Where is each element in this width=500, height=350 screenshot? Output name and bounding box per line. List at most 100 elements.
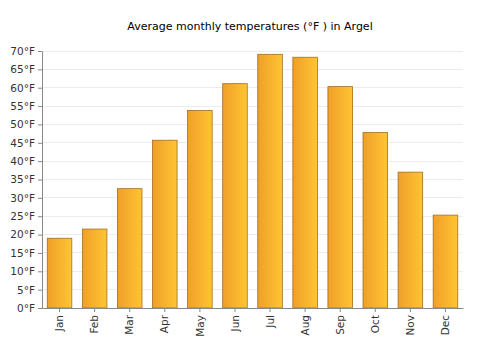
x-tick-label: May — [194, 315, 206, 337]
y-axis: 0°F 5°F 10°F 15°F 20°F 25°F 30°F 35°F 40°F 45°F 50… — [10, 45, 42, 314]
x-tick-label: Nov — [404, 315, 416, 336]
x-tick: Jul — [264, 308, 276, 329]
x-tick-label: Jul — [264, 315, 276, 329]
x-tick-label: Mar — [123, 314, 135, 334]
y-tick: 0°F — [17, 302, 42, 314]
y-tick: 10°F — [10, 265, 42, 277]
y-tick-label: 45°F — [10, 137, 35, 149]
grid-line — [42, 124, 463, 125]
y-tick-mark — [38, 69, 42, 70]
grid-line — [42, 142, 463, 143]
y-tick: 25°F — [10, 210, 42, 222]
x-tick-label: Dec — [439, 315, 451, 336]
bar — [223, 84, 248, 308]
y-tick-label: 10°F — [10, 265, 35, 277]
x-tick-label: Jan — [53, 315, 65, 332]
y-tick-mark — [38, 124, 42, 125]
bar — [328, 87, 353, 308]
y-tick-mark — [38, 88, 42, 89]
y-tick: 65°F — [10, 63, 42, 75]
y-tick: 5°F — [17, 284, 42, 296]
y-tick-mark — [38, 198, 42, 199]
y-axis-line — [42, 52, 43, 309]
y-tick: 60°F — [10, 82, 42, 94]
y-tick-mark — [38, 271, 42, 272]
y-tick: 55°F — [10, 100, 42, 112]
plot-area: 0°F 5°F 10°F 15°F 20°F 25°F 30°F 35°F 40°F 45°F 50… — [10, 45, 463, 337]
x-tick-mark — [129, 308, 130, 312]
x-tick-mark — [234, 308, 235, 312]
y-tick-label: 65°F — [10, 63, 35, 75]
y-tick-label: 55°F — [10, 100, 35, 112]
bar — [82, 229, 107, 308]
x-tick-mark — [340, 308, 341, 312]
x-tick-label: Aug — [299, 315, 311, 336]
grid-line — [42, 69, 463, 70]
x-tick: Sep — [334, 308, 346, 335]
y-tick: 40°F — [10, 155, 42, 167]
bar — [433, 215, 458, 308]
y-tick-mark — [38, 180, 42, 181]
x-tick-mark — [375, 308, 376, 312]
y-tick-label: 25°F — [10, 210, 35, 222]
x-tick: Dec — [439, 308, 451, 335]
y-tick-mark — [38, 235, 42, 236]
y-tick: 45°F — [10, 137, 42, 149]
x-tick: Apr — [158, 308, 170, 333]
bar — [117, 189, 142, 308]
x-tick: Nov — [404, 308, 416, 336]
y-tick-label: 20°F — [10, 228, 35, 240]
bar — [398, 172, 423, 308]
y-tick-mark — [38, 216, 42, 217]
y-tick-label: 15°F — [10, 247, 35, 259]
chart: Average monthly temperatures (°F ) in Ar… — [0, 0, 500, 350]
x-tick: Jun — [229, 308, 241, 332]
x-tick-mark — [305, 308, 306, 312]
y-tick: 30°F — [10, 192, 42, 204]
y-tick: 70°F — [10, 45, 42, 57]
x-tick-label: Sep — [334, 315, 346, 335]
y-tick-mark — [38, 106, 42, 107]
y-tick-label: 50°F — [10, 118, 35, 130]
y-tick-label: 70°F — [10, 45, 35, 57]
grid-line — [42, 87, 463, 88]
x-tick-mark — [59, 308, 60, 312]
y-tick-mark — [38, 51, 42, 52]
y-tick-label: 35°F — [10, 173, 35, 185]
chart-title: Average monthly temperatures (°F ) in Ar… — [127, 20, 372, 33]
x-tick-mark — [270, 308, 271, 312]
y-tick-mark — [38, 161, 42, 162]
grid-line — [42, 161, 463, 162]
y-tick: 35°F — [10, 173, 42, 185]
bar — [258, 54, 283, 308]
y-tick-label: 5°F — [17, 284, 35, 296]
x-tick: Mar — [123, 308, 135, 335]
x-tick: May — [194, 308, 206, 337]
grid-line — [42, 106, 463, 107]
x-tick: Jan — [53, 308, 65, 332]
y-tick-label: 60°F — [10, 82, 35, 94]
y-tick-mark — [38, 290, 42, 291]
x-tick-mark — [410, 308, 411, 312]
y-tick-mark — [38, 253, 42, 254]
y-tick-label: 30°F — [10, 192, 35, 204]
x-tick: Feb — [88, 308, 100, 334]
y-tick-label: 40°F — [10, 155, 35, 167]
x-tick-label: Oct — [369, 315, 381, 333]
bars — [47, 54, 457, 308]
x-tick-label: Apr — [158, 314, 170, 333]
bar — [363, 133, 388, 308]
y-tick-mark — [38, 308, 42, 309]
bar — [293, 57, 318, 308]
y-tick: 20°F — [10, 228, 42, 240]
y-tick: 50°F — [10, 118, 42, 130]
x-tick-mark — [199, 308, 200, 312]
x-axis: Jan Feb Mar Apr May Jun Jul Aug Sep Oct Nov Dec — [43, 308, 464, 337]
x-tick-label: Feb — [88, 315, 100, 334]
x-tick: Oct — [369, 308, 381, 333]
grid-line — [42, 51, 463, 52]
y-tick-label: 0°F — [17, 302, 35, 314]
grid — [42, 51, 463, 308]
y-tick-mark — [38, 143, 42, 144]
bar — [47, 238, 72, 308]
